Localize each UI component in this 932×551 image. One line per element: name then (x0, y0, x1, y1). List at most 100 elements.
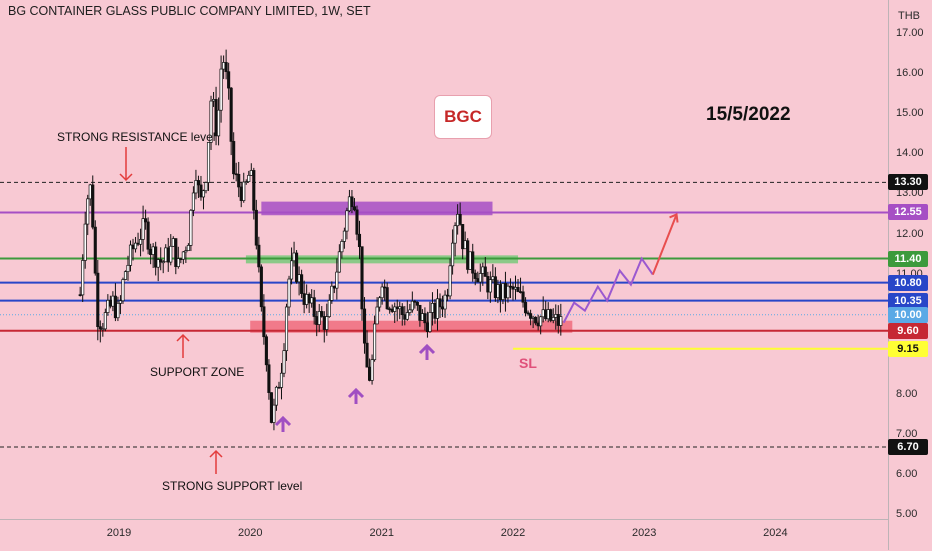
candle-body (151, 246, 155, 255)
price-tick-label: 16.00 (896, 67, 924, 80)
candle-body (529, 313, 533, 319)
year-tick-label: 2023 (631, 527, 657, 539)
candle-body (136, 242, 140, 245)
price-level-tag: 13.30 (888, 174, 928, 191)
candle-body (378, 297, 382, 308)
candle-body (511, 286, 515, 290)
candle-body (274, 386, 279, 406)
candle-body (159, 259, 163, 263)
candle-body (146, 221, 150, 250)
candle-body (264, 336, 268, 366)
candle-body (365, 342, 369, 368)
candle-body (93, 226, 97, 274)
candle-body (83, 223, 87, 261)
strong-resistance-label: STRONG RESISTANCE level (57, 130, 216, 144)
candle-body (443, 294, 447, 310)
candle-body (297, 274, 301, 283)
candle-body (347, 196, 351, 212)
strong-support-label: STRONG SUPPORT level (162, 479, 303, 493)
candle-body (269, 392, 273, 423)
price-tick-label: 17.00 (896, 27, 924, 39)
candle-body (463, 240, 467, 250)
candle-body (317, 311, 321, 325)
candle-body (204, 182, 208, 192)
candle-body (113, 295, 117, 319)
candle-body (483, 266, 487, 277)
candle-body (181, 251, 185, 260)
projection-red-path (651, 214, 678, 275)
year-tick-label: 2022 (500, 527, 526, 539)
candle-body (156, 259, 160, 268)
candle-body (423, 313, 427, 324)
bottom-arrow-2021-head (418, 343, 436, 355)
candle-body (355, 209, 359, 235)
candle-body (428, 312, 432, 332)
candle-body (133, 242, 138, 250)
candle-body (191, 192, 195, 211)
price-tick-label: 15.00 (896, 107, 924, 120)
candle-body (108, 299, 112, 307)
time-axis[interactable] (0, 519, 888, 551)
price-level-tag: 10.35 (888, 292, 928, 309)
candle-body (211, 99, 216, 102)
candle-body (337, 251, 341, 273)
candle-body (413, 300, 417, 303)
candle-body (315, 316, 319, 325)
candle-body (440, 306, 445, 310)
price-tick-label: 8.00 (896, 387, 918, 400)
candle-body (310, 297, 314, 304)
candle-body (227, 71, 231, 89)
candle-body (282, 350, 286, 374)
candle-body (290, 260, 294, 280)
candle-body (307, 294, 311, 304)
candle-body (186, 245, 190, 251)
candle-body (493, 276, 497, 298)
candle-body (174, 238, 178, 267)
resistance-pointer-arrow-head (119, 173, 133, 182)
candle-body (332, 285, 336, 289)
candle-body (415, 301, 419, 306)
candle-body (206, 142, 211, 183)
candle-body (217, 109, 221, 137)
candle-body (486, 276, 490, 293)
support-pointer-arrow-head (176, 333, 190, 342)
candle-body (262, 306, 266, 338)
candle-body (473, 272, 477, 279)
candle-body (196, 180, 200, 186)
candle-body (373, 323, 377, 361)
candle-body (131, 244, 135, 250)
candle-body (103, 312, 107, 330)
candle-body (554, 314, 558, 318)
candle-body (252, 170, 256, 211)
candle-body (418, 304, 422, 321)
candle-body (144, 218, 148, 223)
candle-body (224, 62, 228, 73)
candle-body (544, 309, 548, 320)
candle-body (488, 279, 492, 293)
candle-body (295, 252, 299, 283)
candle-body (302, 293, 306, 305)
year-tick-label: 2020 (237, 527, 263, 539)
candle-body (259, 266, 263, 308)
candle-body (461, 224, 465, 250)
candle-body (118, 300, 122, 304)
candle-body (287, 278, 291, 308)
candle-body (141, 218, 145, 240)
price-level-tag: 6.70 (888, 439, 928, 456)
year-tick-label: 2021 (369, 527, 395, 539)
candle-body (222, 62, 226, 70)
candle-body (123, 271, 128, 280)
candle-body (393, 306, 397, 312)
candle-body (551, 317, 555, 321)
candle-body (398, 306, 402, 310)
candle-body (559, 316, 563, 326)
candle-body (184, 250, 188, 253)
candle-body (320, 311, 324, 317)
candle-body (471, 251, 475, 274)
candle-body (498, 284, 502, 300)
candle-body (425, 322, 429, 332)
candle-body (98, 326, 102, 330)
candle-body (481, 266, 485, 274)
candle-body (244, 181, 248, 184)
